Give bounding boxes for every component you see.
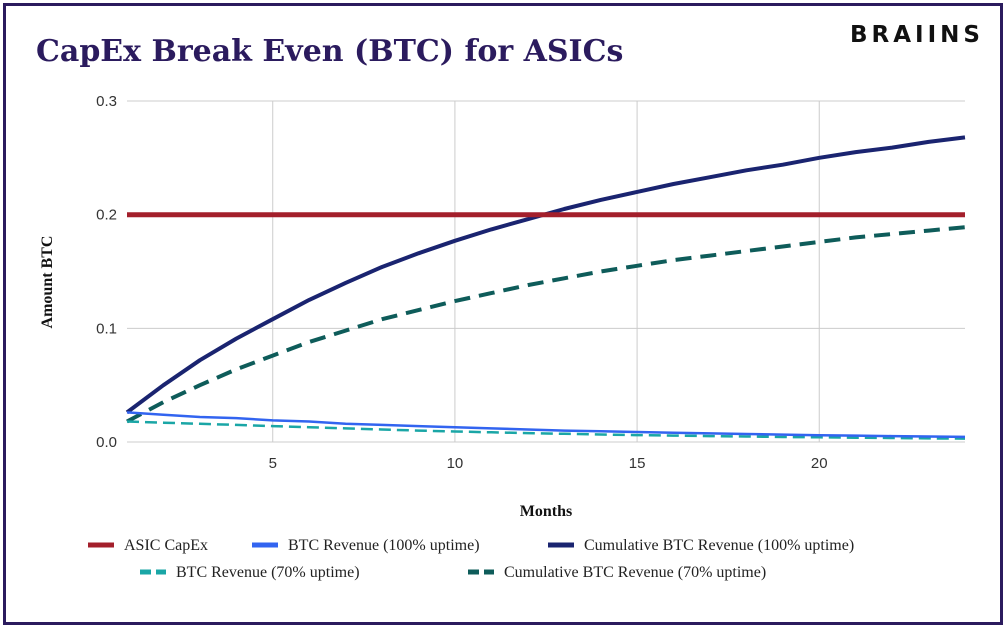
tick-layer: 0.0 0.1 0.2 0.3 5 10 15 20	[96, 93, 827, 472]
y-tick-label: 0.0	[96, 434, 117, 451]
y-tick-label: 0.3	[96, 93, 117, 110]
legend-label-4: Cumulative BTC Revenue (70% uptime)	[504, 564, 766, 581]
y-axis-title: Amount BTC	[39, 236, 56, 329]
x-tick-label: 5	[269, 455, 277, 472]
legend-label-2: Cumulative BTC Revenue (100% uptime)	[584, 537, 854, 554]
brand-logo: BRAIINS	[850, 22, 984, 48]
chart-frame	[3, 3, 1003, 625]
x-tick-label: 10	[447, 455, 464, 472]
legend: ASIC CapEx BTC Revenue (100% uptime) Cumul…	[88, 537, 854, 581]
y-tick-label: 0.2	[96, 207, 117, 224]
legend-label-0: ASIC CapEx	[124, 537, 208, 554]
x-tick-label: 20	[811, 455, 828, 472]
grid-layer	[127, 100, 965, 443]
series-line-1	[126, 411, 966, 439]
x-axis-title: Months	[520, 503, 572, 520]
series-layer	[125, 135, 966, 440]
series-line-4	[126, 225, 966, 424]
legend-label-3: BTC Revenue (70% uptime)	[176, 564, 360, 581]
page-title: CapEx Break Even (BTC) for ASICs	[36, 34, 624, 69]
legend-label-1: BTC Revenue (100% uptime)	[288, 537, 480, 554]
y-tick-label: 0.1	[96, 320, 117, 337]
series-line-3	[126, 420, 966, 440]
x-tick-label: 15	[629, 455, 646, 472]
series-line-2	[125, 135, 966, 415]
